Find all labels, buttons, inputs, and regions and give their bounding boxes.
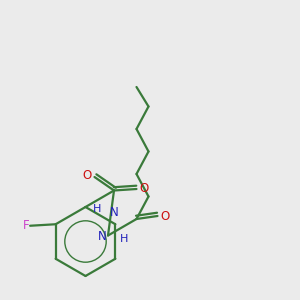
Text: H: H bbox=[93, 204, 102, 214]
Text: O: O bbox=[83, 169, 92, 182]
Text: N: N bbox=[110, 206, 118, 219]
Text: O: O bbox=[139, 182, 148, 196]
Text: O: O bbox=[160, 209, 169, 223]
Text: F: F bbox=[22, 219, 29, 232]
Text: H: H bbox=[120, 233, 128, 244]
Text: N: N bbox=[98, 230, 106, 243]
